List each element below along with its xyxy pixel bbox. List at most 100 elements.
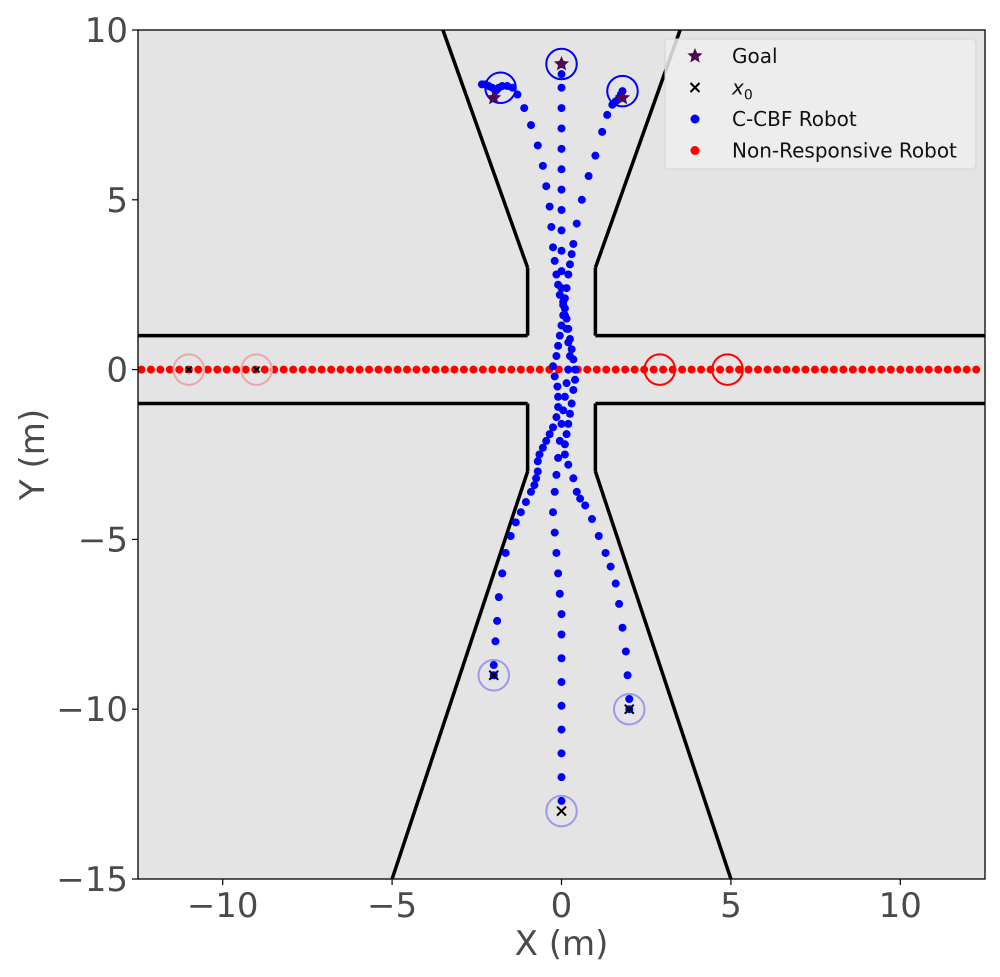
wall-segment-11 bbox=[593, 470, 733, 880]
c-cbf-point-0-28 bbox=[554, 341, 563, 350]
c-cbf-point-1-5 bbox=[615, 599, 624, 608]
c-cbf-point-2-11 bbox=[552, 548, 561, 557]
y-axis-label: Y (m) bbox=[13, 409, 53, 501]
non-responsive-point-67 bbox=[772, 365, 781, 374]
c-cbf-point-0-4 bbox=[494, 593, 503, 602]
x-tick-label-4: 10 bbox=[879, 886, 922, 926]
c-cbf-point-1-22 bbox=[569, 385, 578, 394]
non-responsive-start-x-0-stroke-b bbox=[185, 365, 193, 374]
environment-walls bbox=[138, 29, 985, 880]
c-cbf-start-footprint-2 bbox=[545, 794, 578, 828]
c-cbf-point-2-20 bbox=[560, 392, 569, 401]
non-responsive-point-64 bbox=[744, 365, 753, 374]
c-cbf-point-1-34 bbox=[565, 260, 574, 269]
c-cbf-point-1-18 bbox=[562, 430, 571, 439]
non-responsive-point-21 bbox=[336, 365, 345, 374]
c-cbf-point-0-37 bbox=[549, 243, 558, 252]
non-responsive-point-18 bbox=[308, 365, 317, 374]
x-tick-label-2: 0 bbox=[551, 886, 573, 926]
c-cbf-point-1-21 bbox=[567, 399, 576, 408]
c-cbf-point-0-11 bbox=[527, 487, 536, 496]
non-responsive-point-4 bbox=[175, 365, 184, 374]
c-cbf-point-1-36 bbox=[569, 239, 578, 248]
c-cbf-point-2-15 bbox=[552, 470, 561, 479]
non-responsive-point-63 bbox=[735, 365, 744, 374]
c-cbf-point-2-7 bbox=[557, 630, 566, 639]
non-responsive-point-2 bbox=[156, 365, 165, 374]
non-responsive-point-26 bbox=[384, 365, 393, 374]
c-cbf-point-0-9 bbox=[516, 508, 525, 517]
c-cbf-point-1-41 bbox=[598, 127, 607, 136]
non-responsive-point-84 bbox=[934, 365, 943, 374]
c-cbf-final-footprint-1 bbox=[545, 47, 578, 81]
c-cbf-point-1-6 bbox=[611, 579, 620, 588]
non-responsive-point-42 bbox=[535, 365, 544, 374]
start-x-2 bbox=[556, 805, 567, 817]
c-cbf-final-footprint-0 bbox=[484, 71, 517, 104]
non-responsive-point-33 bbox=[450, 365, 459, 374]
non-responsive-point-47 bbox=[583, 365, 592, 374]
c-cbf-point-0-2 bbox=[491, 637, 500, 646]
y-tick-label-4: −10 bbox=[56, 690, 128, 730]
c-cbf-point-0-41 bbox=[538, 161, 547, 170]
c-cbf-point-0-13 bbox=[532, 474, 541, 483]
c-cbf-point-0-15 bbox=[533, 457, 542, 466]
c-cbf-point-2-16 bbox=[554, 453, 563, 462]
c-cbf-point-0-6 bbox=[501, 548, 510, 557]
non-responsive-point-50 bbox=[611, 365, 620, 374]
c-cbf-point-1-23 bbox=[571, 375, 580, 384]
non-responsive-point-61 bbox=[716, 365, 725, 374]
c-cbf-point-2-25 bbox=[562, 324, 571, 333]
c-cbf-point-2-29 bbox=[557, 267, 566, 276]
c-cbf-point-2-12 bbox=[550, 528, 559, 537]
non-responsive-point-82 bbox=[915, 365, 924, 374]
non-responsive-point-13 bbox=[260, 365, 269, 374]
c-cbf-point-0-27 bbox=[552, 352, 561, 361]
legend: Goal x0 C-CBF Robot Non-Responsive Robot bbox=[664, 38, 977, 170]
legend-label-0: Goal bbox=[732, 44, 778, 68]
c-cbf-point-2-22 bbox=[564, 365, 573, 374]
non-responsive-start-x-0 bbox=[185, 365, 193, 374]
c-cbf-point-0-5 bbox=[498, 569, 507, 578]
start-x-2-stroke-b bbox=[556, 805, 567, 817]
c-cbf-point-0-1 bbox=[489, 661, 498, 670]
legend-marker-goal bbox=[687, 48, 703, 63]
c-cbf-point-2-0 bbox=[557, 796, 566, 805]
c-cbf-start-footprint-0 bbox=[477, 658, 510, 692]
non-responsive-point-34 bbox=[459, 365, 468, 374]
c-cbf-point-2-1 bbox=[557, 773, 566, 782]
non-responsive-point-44 bbox=[554, 365, 563, 374]
c-cbf-point-0-8 bbox=[511, 518, 520, 527]
legend-box bbox=[664, 38, 977, 170]
non-responsive-point-51 bbox=[621, 365, 630, 374]
c-cbf-point-1-42 bbox=[603, 110, 612, 119]
non-responsive-point-80 bbox=[896, 365, 905, 374]
start-x-0 bbox=[488, 670, 499, 681]
non-responsive-point-25 bbox=[374, 365, 383, 374]
c-cbf-point-2-38 bbox=[557, 83, 566, 92]
non-responsive-point-28 bbox=[403, 365, 412, 374]
c-cbf-point-1-16 bbox=[560, 450, 569, 459]
c-cbf-point-1-40 bbox=[591, 151, 600, 160]
c-cbf-point-0-3 bbox=[493, 616, 502, 625]
non-responsive-point-48 bbox=[592, 365, 601, 374]
c-cbf-point-0-21 bbox=[552, 413, 561, 422]
c-cbf-point-0-40 bbox=[542, 182, 551, 191]
c-cbf-point-0-19 bbox=[545, 430, 554, 439]
c-cbf-point-1-2 bbox=[623, 671, 632, 680]
non-responsive-point-20 bbox=[327, 365, 336, 374]
legend-marker-3 bbox=[690, 146, 700, 155]
non-responsive-point-22 bbox=[346, 365, 355, 374]
non-responsive-point-6 bbox=[194, 365, 203, 374]
c-cbf-point-2-21 bbox=[562, 379, 571, 388]
non-responsive-trajectory bbox=[137, 365, 981, 374]
c-cbf-point-1-3 bbox=[621, 647, 630, 656]
c-cbf-point-0-44 bbox=[520, 104, 529, 113]
non-responsive-point-17 bbox=[298, 365, 307, 374]
non-responsive-point-16 bbox=[289, 365, 298, 374]
legend-label-2: C-CBF Robot bbox=[732, 107, 857, 131]
non-responsive-point-88 bbox=[972, 365, 981, 374]
legend-label-1: x0 bbox=[731, 76, 753, 104]
c-cbf-point-0-29 bbox=[555, 331, 564, 340]
